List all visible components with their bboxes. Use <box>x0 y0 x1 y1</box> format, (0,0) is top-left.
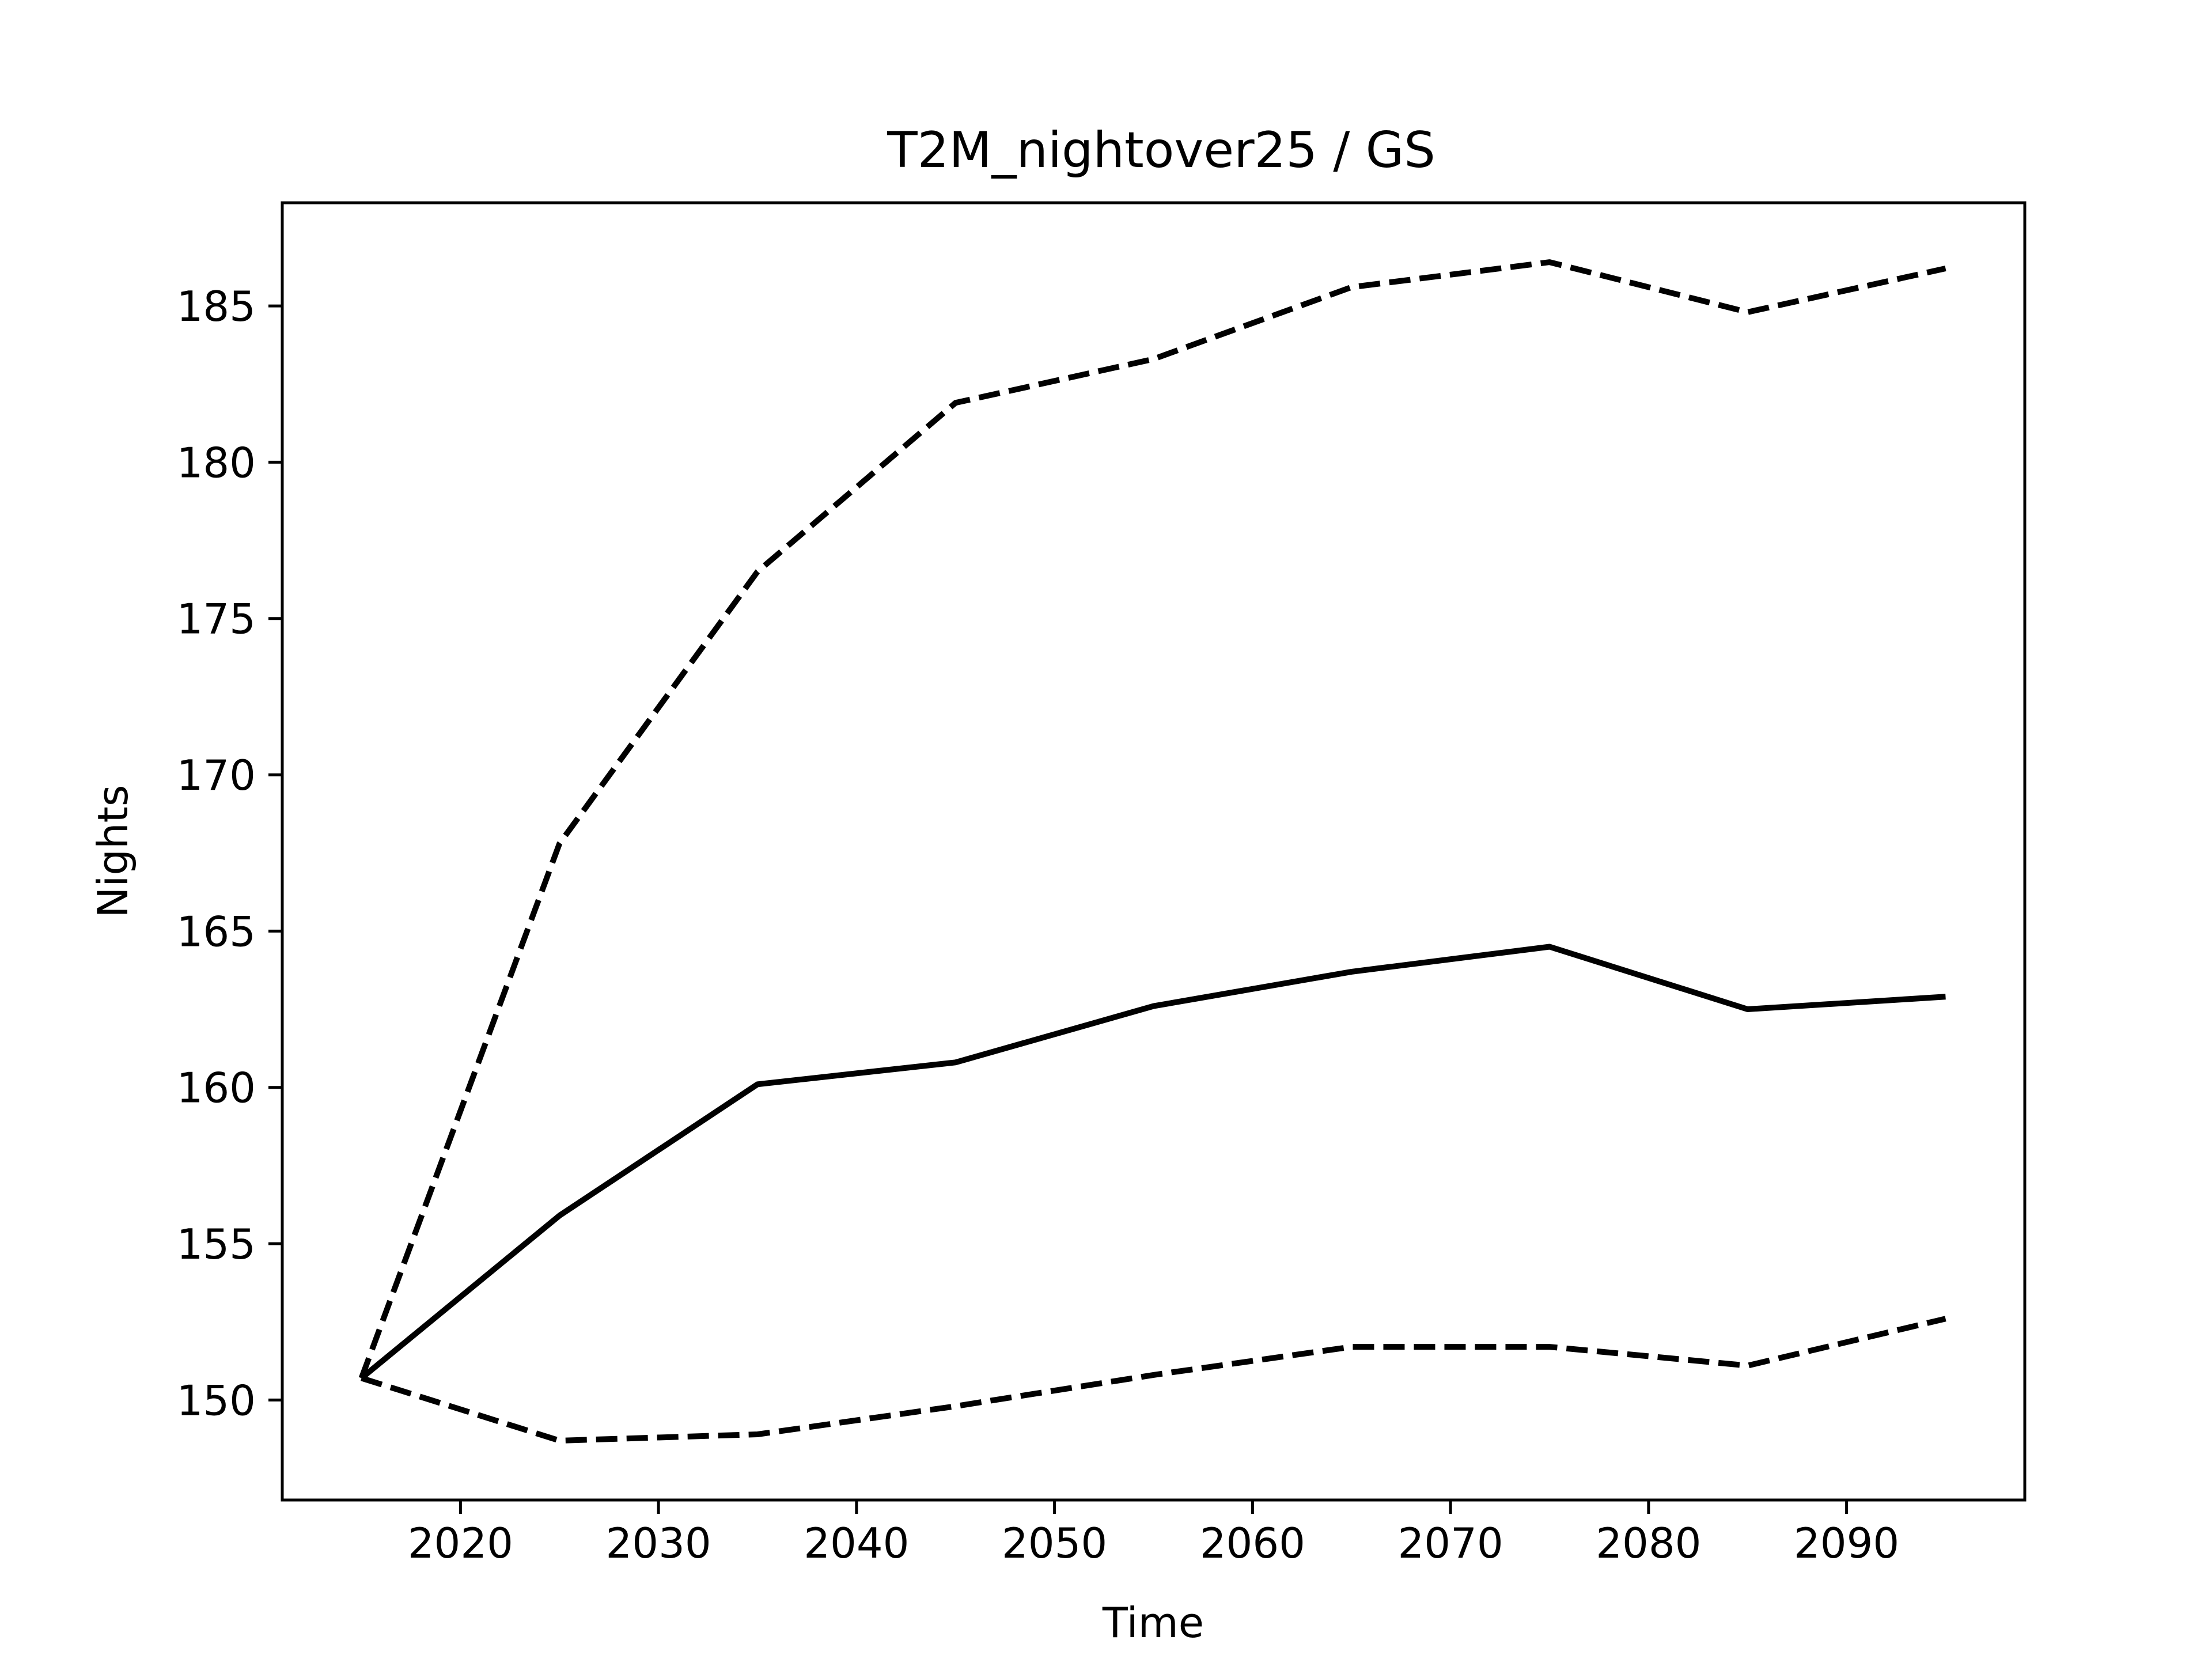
x-tick-label: 2030 <box>606 1519 711 1567</box>
x-axis: 2020 2030 2040 2050 2060 2070 2080 2090 <box>408 1500 1899 1567</box>
y-tick-label: 165 <box>177 907 256 956</box>
y-tick-label: 155 <box>177 1220 256 1268</box>
x-tick-label: 2080 <box>1596 1519 1701 1567</box>
y-tick-label: 170 <box>177 751 256 800</box>
y-tick-label: 175 <box>177 595 256 643</box>
y-axis: 150 155 160 165 170 175 180 185 <box>177 282 282 1425</box>
x-tick-label: 2070 <box>1398 1519 1503 1567</box>
y-tick-label: 160 <box>177 1064 256 1112</box>
series-group <box>358 259 1946 1444</box>
series-line-1 <box>359 944 1946 1381</box>
series-line-3 <box>360 1316 1946 1444</box>
y-tick-label: 150 <box>177 1376 256 1425</box>
x-tick-label: 2060 <box>1200 1519 1305 1567</box>
x-tick-label: 2050 <box>1002 1519 1107 1567</box>
x-tick-label: 2040 <box>804 1519 909 1567</box>
x-tick-label: 2020 <box>408 1519 513 1567</box>
y-tick-label: 180 <box>177 438 256 487</box>
plot-frame <box>281 201 2027 1502</box>
x-tick-label: 2090 <box>1794 1519 1899 1567</box>
x-axis-label: Time <box>1102 1599 1204 1647</box>
y-tick-label: 185 <box>177 282 256 331</box>
y-axis-label: Nights <box>89 785 137 918</box>
series-line-2 <box>358 259 1946 1380</box>
chart-title: T2M_nightover25 / GS <box>887 122 1435 179</box>
